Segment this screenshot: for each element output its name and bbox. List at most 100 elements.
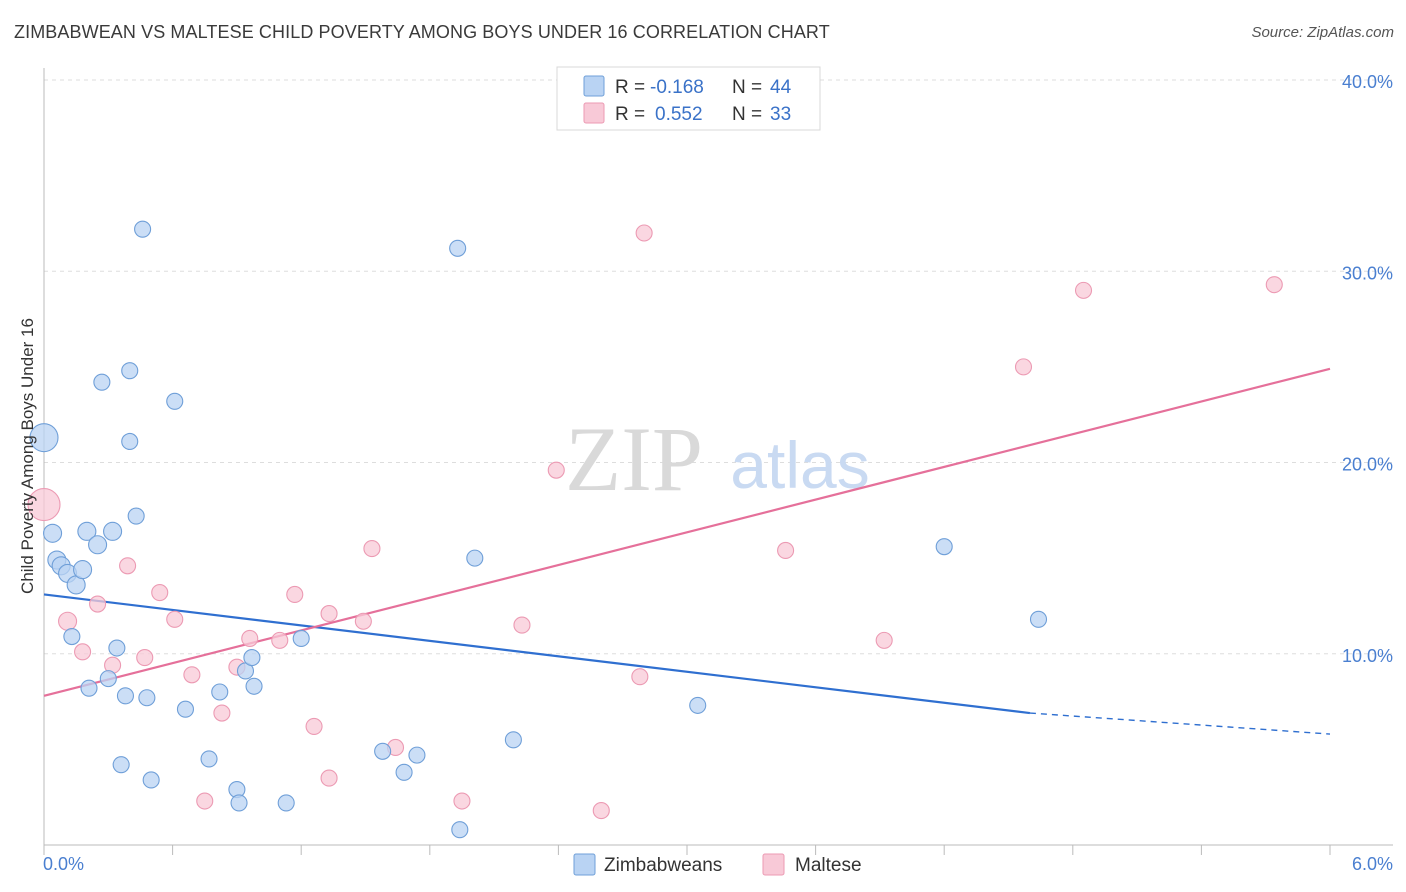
point-zimbabweans	[99, 670, 117, 688]
bottom-legend-label-zimbabweans: Zimbabweans	[604, 855, 722, 876]
y-axis-title: Child Poverty Among Boys Under 16	[18, 318, 37, 594]
point-zimbabweans	[134, 220, 152, 238]
point-maltese	[58, 611, 78, 631]
point-zimbabweans	[127, 507, 145, 525]
legend-box: R = -0.168 N = 44 R = 0.552 N = 33	[556, 66, 821, 131]
legend-n-label: N =	[732, 77, 762, 98]
watermark: ZIP atlas	[565, 408, 870, 510]
watermark-zip: ZIP	[565, 408, 703, 510]
point-maltese	[1074, 281, 1093, 299]
x-tick-labels: 0.0% 6.0%	[43, 854, 1393, 874]
trendline-zimbabweans	[43, 593, 1031, 715]
legend-n-value: 33	[770, 104, 791, 125]
legend-r-value: 0.552	[655, 104, 703, 125]
point-maltese	[241, 629, 259, 648]
point-zimbabweans	[211, 683, 229, 701]
y-tick-label: 20.0%	[1342, 455, 1393, 475]
point-maltese	[183, 666, 201, 684]
point-maltese	[166, 610, 184, 628]
point-zimbabweans	[138, 689, 156, 707]
point-maltese	[513, 616, 531, 634]
point-zimbabweans	[451, 821, 469, 839]
bottom-legend-swatch-pink	[762, 853, 785, 876]
point-zimbabweans	[395, 763, 413, 781]
point-zimbabweans	[374, 742, 392, 760]
point-maltese	[27, 488, 61, 522]
y-tick-label: 30.0%	[1342, 263, 1393, 283]
point-zimbabweans	[504, 731, 522, 749]
trendline-maltese	[43, 367, 1331, 697]
point-zimbabweans	[408, 746, 426, 764]
point-zimbabweans	[63, 627, 81, 646]
legend-n-value: 44	[770, 77, 792, 98]
point-maltese	[151, 583, 169, 602]
point-maltese	[320, 769, 338, 787]
point-maltese	[592, 802, 610, 820]
legend-r-label: R =	[615, 77, 645, 98]
point-zimbabweans	[93, 373, 111, 391]
point-zimbabweans	[292, 629, 310, 648]
point-zimbabweans	[277, 794, 295, 812]
point-maltese	[196, 792, 214, 810]
legend-r-value: -0.168	[650, 77, 704, 98]
point-zimbabweans	[689, 696, 707, 714]
point-zimbabweans	[200, 750, 218, 768]
point-zimbabweans	[121, 432, 139, 451]
point-maltese	[1014, 358, 1033, 376]
trendlines	[43, 367, 1331, 735]
point-zimbabweans	[166, 392, 184, 410]
legend-n-label: N =	[732, 104, 762, 125]
chart-title: ZIMBABWEAN VS MALTESE CHILD POVERTY AMON…	[14, 22, 830, 42]
point-zimbabweans	[108, 639, 126, 657]
point-zimbabweans	[43, 523, 63, 543]
data-points	[27, 220, 1283, 839]
point-zimbabweans	[116, 687, 134, 705]
point-zimbabweans	[121, 362, 139, 380]
point-zimbabweans	[77, 521, 97, 541]
legend-swatch-blue	[583, 75, 605, 97]
point-zimbabweans	[449, 239, 467, 257]
point-maltese	[271, 631, 289, 649]
source-label: Source: ZipAtlas.com	[1251, 24, 1394, 41]
point-zimbabweans	[80, 679, 98, 697]
legend-r-label: R =	[615, 104, 645, 125]
bottom-legend-label-maltese: Maltese	[795, 855, 862, 876]
y-tick-label: 10.0%	[1342, 646, 1393, 666]
legend-swatch-pink	[583, 102, 605, 124]
point-zimbabweans	[103, 521, 123, 541]
point-zimbabweans	[1029, 610, 1048, 628]
point-maltese	[213, 704, 231, 722]
point-maltese	[286, 585, 304, 604]
point-maltese	[777, 541, 795, 560]
point-zimbabweans	[245, 677, 263, 695]
x-tick-label-max: 6.0%	[1352, 854, 1393, 874]
point-maltese	[631, 668, 649, 686]
y-tick-label: 40.0%	[1342, 72, 1393, 92]
bottom-legend-swatch-blue	[573, 853, 596, 876]
point-zimbabweans	[29, 423, 59, 453]
point-maltese	[1265, 276, 1283, 294]
trendline-extension-zimbabweans	[1029, 712, 1331, 735]
point-maltese	[875, 631, 893, 649]
point-maltese	[547, 461, 565, 479]
point-maltese	[354, 612, 372, 630]
point-zimbabweans	[935, 538, 953, 556]
point-maltese	[74, 643, 92, 661]
point-zimbabweans	[176, 700, 195, 718]
point-zimbabweans	[73, 560, 93, 580]
point-zimbabweans	[142, 771, 160, 789]
watermark-atlas: atlas	[730, 428, 869, 502]
point-maltese	[119, 557, 137, 575]
point-zimbabweans	[88, 535, 108, 555]
point-zimbabweans	[230, 794, 248, 812]
plot-area: ZIP atlas 10.0% 20.0% 30.0% 40.0% 0.0% 6.0%…	[18, 68, 1393, 874]
axes	[43, 68, 1393, 855]
point-zimbabweans	[466, 549, 484, 567]
bottom-legend: Zimbabweans Maltese	[573, 853, 862, 876]
point-maltese	[136, 649, 154, 667]
point-zimbabweans	[243, 649, 261, 667]
point-maltese	[89, 595, 107, 613]
point-maltese	[320, 605, 338, 623]
x-tick-label-min: 0.0%	[43, 854, 84, 874]
